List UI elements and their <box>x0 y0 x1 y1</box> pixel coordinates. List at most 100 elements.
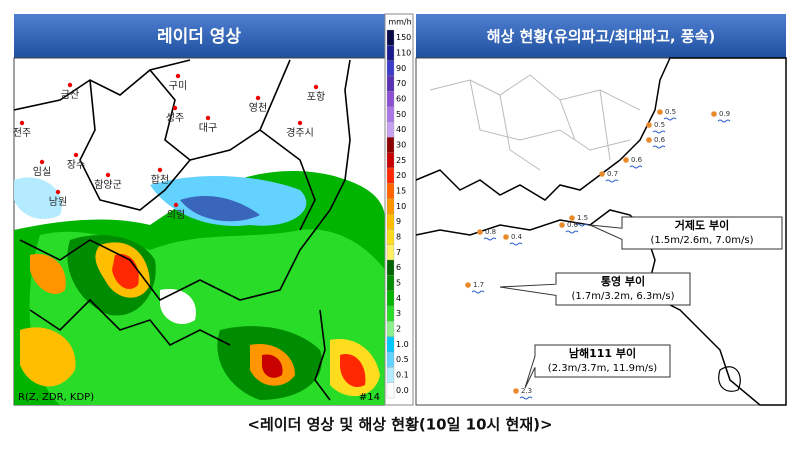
buoy-name: 거제도 부이 <box>675 218 729 232</box>
wave-labels: 0.5 0.90.50.60.60.71.50.60.40.81.72.3 <box>465 108 731 400</box>
place-dot <box>105 172 111 178</box>
sea-header <box>416 14 786 58</box>
place-dot <box>255 95 261 101</box>
wave-symbol <box>663 117 677 121</box>
place-label: 경주시 <box>286 126 314 139</box>
place-dot <box>313 84 319 90</box>
legend-swatch <box>386 213 395 230</box>
legend-swatch <box>386 45 395 61</box>
callout-box <box>589 216 783 250</box>
legend: 150 110 90 70 60 50 40 30 25 20 15 10 9 8 7 6 5 4 3 2 1.0 0.5… <box>386 29 411 399</box>
buoy-dot <box>646 137 652 143</box>
place-label: 임실 <box>33 165 51 178</box>
legend-swatch <box>386 29 395 46</box>
wave-label: 0.6 <box>631 156 643 164</box>
wave-symbol <box>629 165 643 169</box>
buoy-dot <box>711 111 717 117</box>
buoy-dot <box>477 229 483 235</box>
legend-label: 8 <box>396 233 401 242</box>
place-dot <box>19 120 25 126</box>
place-label: 대구 <box>199 122 217 134</box>
place-label: 합천 <box>151 174 169 186</box>
legend-swatch <box>386 351 395 368</box>
place-label: 성주 <box>166 112 184 124</box>
place-label: 전주 <box>13 127 31 139</box>
wave-label: 0.6 <box>567 221 579 229</box>
legend-label: 25 <box>396 156 406 165</box>
legend-label: 90 <box>396 64 406 73</box>
wave-symbol <box>652 145 666 149</box>
buoy-name: 통영 부이 <box>601 274 645 288</box>
place-dot <box>67 82 73 88</box>
buoy-dot <box>559 222 565 228</box>
radar-title: 레이더 영상 <box>157 27 241 47</box>
radar-echoes <box>14 171 385 405</box>
wave-label: 1.7 <box>473 281 484 289</box>
place-dot <box>205 115 211 121</box>
wave-label: 0.6 <box>654 136 666 144</box>
place-dot <box>172 105 178 111</box>
place-dot <box>175 73 181 79</box>
wave-label: 0.4 <box>511 233 523 241</box>
wave-symbol <box>471 290 485 294</box>
legend-label: 5 <box>396 279 401 288</box>
wave-label: 0.5 <box>665 108 676 116</box>
buoy-dot <box>503 234 509 240</box>
buoy-detail: (1.5m/2.6m, 7.0m/s) <box>650 235 753 246</box>
legend-swatch <box>386 259 395 276</box>
wave-symbol <box>519 396 533 400</box>
legend-label: 50 <box>396 110 406 119</box>
legend-swatch <box>386 336 395 353</box>
legend-label: 4 <box>396 294 401 303</box>
place-label: 구미 <box>169 80 187 92</box>
legend-label: 110 <box>396 49 411 58</box>
legend-label: 15 <box>396 187 406 196</box>
callout-box <box>499 272 691 306</box>
legend-swatch <box>386 229 395 245</box>
buoy-dot <box>513 388 519 394</box>
buoy-dot <box>657 109 663 115</box>
wave-symbol <box>565 230 579 234</box>
caption: <레이더 영상 및 해상 현황(10일 10시 현재)> <box>247 416 552 434</box>
legend-swatch <box>386 321 395 337</box>
buoy-dot <box>646 122 652 128</box>
wave-symbol <box>652 130 666 134</box>
legend-swatch <box>386 60 395 77</box>
place-label: 남원 <box>49 196 67 208</box>
wave-label: 0.5 <box>654 121 665 129</box>
wave-symbol <box>717 119 731 123</box>
place-dot <box>173 202 179 208</box>
radar-boundaries <box>14 59 351 401</box>
buoy-dot <box>623 157 629 163</box>
place-dot <box>157 167 163 173</box>
legend-label: 30 <box>396 141 406 150</box>
legend-swatch <box>386 367 395 383</box>
legend-swatch <box>386 290 395 307</box>
legend-label: 150 <box>396 33 411 42</box>
wave-label: 0.8 <box>485 228 496 236</box>
radar-footer: R(Z, ZDR, KDP) <box>18 392 94 403</box>
legend-label: 60 <box>396 95 406 104</box>
wave-label: 0.9 <box>719 110 730 118</box>
place-dot <box>39 159 45 165</box>
radar-header <box>14 14 385 58</box>
legend-unit: mm/h <box>388 18 411 27</box>
legend-swatch <box>386 75 395 92</box>
wave-label: 0.7 <box>607 170 618 178</box>
legend-swatch <box>386 152 395 169</box>
legend-swatch <box>386 106 395 123</box>
buoy-detail: (1.7m/3.2m, 6.3m/s) <box>571 291 674 302</box>
coastline <box>415 57 787 406</box>
legend-label: 0.0 <box>396 386 409 395</box>
radar-frame: #14 <box>359 392 380 403</box>
place-label: 의령 <box>167 209 185 221</box>
wave-symbol <box>509 242 523 246</box>
legend-label: 40 <box>396 125 406 134</box>
buoy-callouts: 거제도 부이 (1.5m/2.6m, 7.0m/s) 통영 부이 (1.7m/3.2m… <box>499 216 783 389</box>
legend-swatch <box>386 137 395 153</box>
legend-label: 2 <box>396 325 401 334</box>
legend-label: 1.0 <box>396 340 409 349</box>
place-label: 금산 <box>61 89 79 101</box>
